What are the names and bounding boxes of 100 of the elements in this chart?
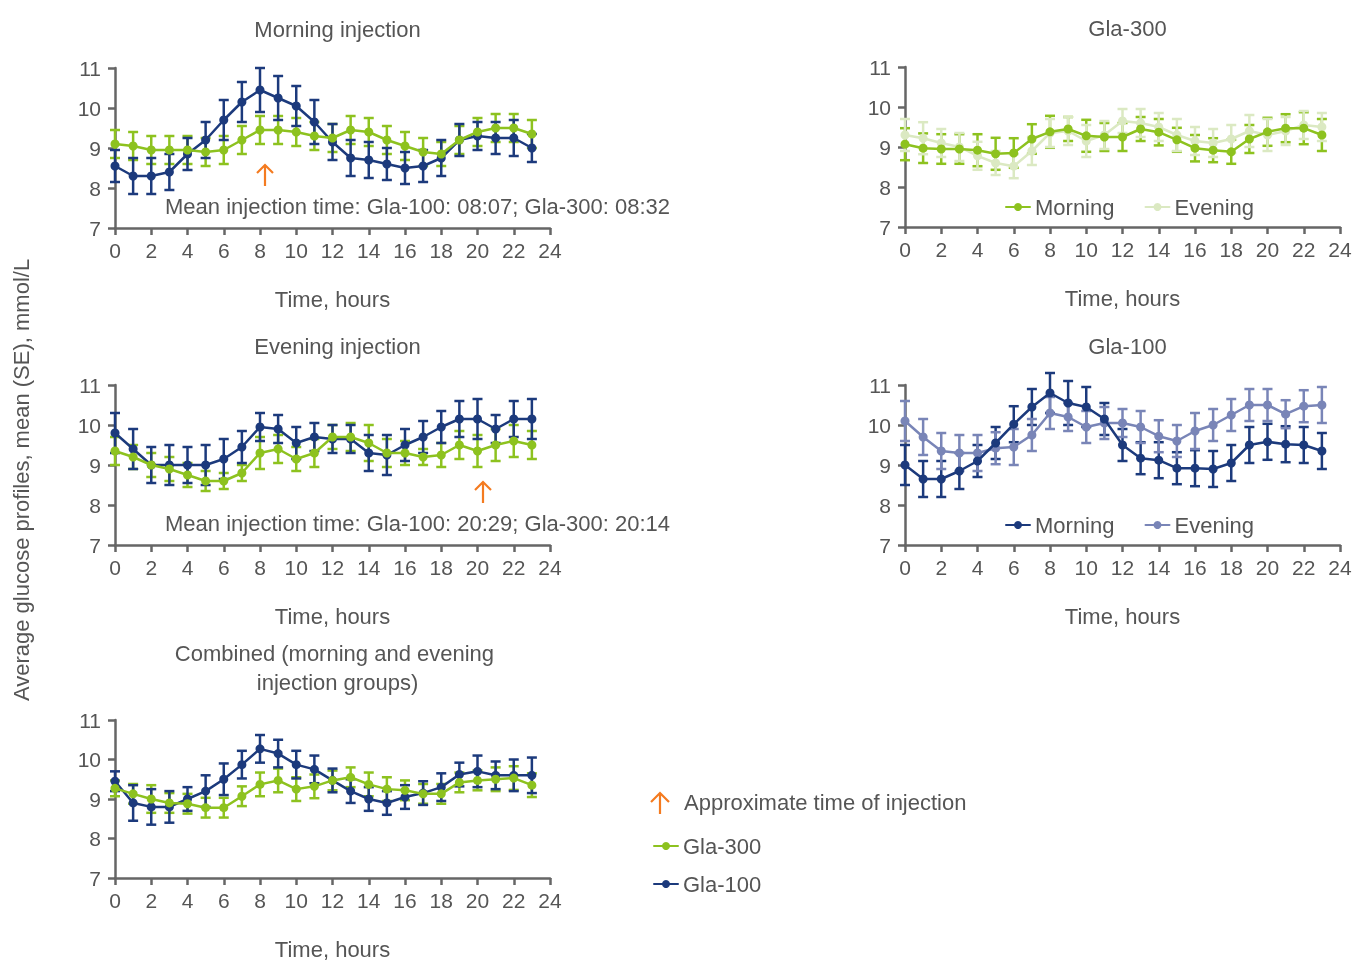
x-tick-label: 18 xyxy=(429,239,453,262)
x-tick-label: 22 xyxy=(1292,556,1316,579)
y-tick-label: 11 xyxy=(79,708,101,732)
x-tick-label: 10 xyxy=(1074,556,1098,579)
legend-label: Gla-100 xyxy=(683,871,762,897)
y-tick-label: 10 xyxy=(867,413,891,437)
x-tick-label: 0 xyxy=(899,556,911,579)
y-tick-label: 7 xyxy=(89,866,101,890)
x-axis-title: Time, hours xyxy=(274,603,391,629)
x-tick-label: 4 xyxy=(181,889,194,912)
x-tick-label: 8 xyxy=(1044,556,1056,579)
x-tick-label: 22 xyxy=(1292,238,1316,261)
x-tick-label: 20 xyxy=(465,556,490,579)
x-tick-label: 0 xyxy=(109,889,121,912)
x-axis-title: Time, hours xyxy=(274,286,391,312)
x-tick-label: 12 xyxy=(320,239,345,262)
x-tick-label: 4 xyxy=(971,556,984,579)
x-tick-label: 10 xyxy=(284,889,308,912)
x-tick-label: 4 xyxy=(181,239,194,262)
x-axis-title: Time, hours xyxy=(274,936,391,961)
y-tick-label: 9 xyxy=(89,136,101,160)
y-tick-label: 11 xyxy=(79,373,101,397)
x-tick-label: 8 xyxy=(1044,238,1056,261)
x-tick-label: 18 xyxy=(1219,556,1243,579)
x-tick-label: 4 xyxy=(971,238,984,261)
annotation: Mean injection time: Gla-100: 08:07; Gla-300: 08:32 xyxy=(165,193,671,219)
legend-label: Evening xyxy=(1174,512,1254,538)
chart-title: Combined (morning and evening injection groups) xyxy=(174,641,501,695)
x-tick-label: 12 xyxy=(1110,238,1135,261)
x-tick-label: 14 xyxy=(357,556,381,579)
y-tick-label: 9 xyxy=(879,453,891,477)
x-tick-label: 6 xyxy=(217,239,230,262)
legend-label: Morning xyxy=(1035,512,1115,538)
x-tick-label: 22 xyxy=(502,889,526,912)
x-tick-label: 6 xyxy=(217,556,230,579)
y-tick-label: 9 xyxy=(89,453,101,477)
x-tick-label: 12 xyxy=(320,556,345,579)
y-tick-label: 10 xyxy=(77,413,101,437)
y-tick-label: 10 xyxy=(77,96,101,120)
x-tick-label: 18 xyxy=(429,889,453,912)
legend-label: Gla-300 xyxy=(683,833,762,859)
x-tick-label: 24 xyxy=(1328,556,1352,579)
x-tick-label: 4 xyxy=(181,556,194,579)
x-tick-label: 0 xyxy=(109,556,121,579)
x-tick-label: 8 xyxy=(254,889,266,912)
y-tick-label: 7 xyxy=(89,533,101,557)
x-tick-label: 6 xyxy=(1007,238,1020,261)
y-axis-title: Average glucose profiles, mean (SE), mmol/L xyxy=(9,258,35,702)
y-tick-label: 8 xyxy=(879,175,891,199)
text: Approximate time of injection xyxy=(684,790,967,816)
x-tick-label: 14 xyxy=(1147,556,1171,579)
chart-title: Evening injection xyxy=(254,334,421,359)
x-tick-label: 2 xyxy=(145,239,158,262)
x-tick-label: 8 xyxy=(254,239,266,262)
x-tick-label: 14 xyxy=(357,889,381,912)
x-tick-label: 22 xyxy=(502,556,526,579)
y-tick-label: 11 xyxy=(869,55,891,79)
y-tick-label: 7 xyxy=(879,533,891,557)
x-tick-label: 2 xyxy=(935,238,948,261)
y-tick-label: 10 xyxy=(77,748,101,771)
y-tick-label: 8 xyxy=(89,176,101,200)
y-tick-label: 8 xyxy=(89,493,101,517)
x-tick-label: 0 xyxy=(109,239,121,262)
x-tick-label: 24 xyxy=(1328,238,1352,261)
x-tick-label: 6 xyxy=(1007,556,1020,579)
x-tick-label: 6 xyxy=(217,889,230,912)
y-tick-label: 9 xyxy=(89,787,101,811)
x-axis-title: Time, hours xyxy=(1064,603,1181,629)
legend-label: Evening xyxy=(1174,194,1254,220)
x-tick-label: 2 xyxy=(145,889,158,912)
x-tick-label: 0 xyxy=(899,238,911,261)
x-tick-label: 16 xyxy=(393,889,417,912)
x-tick-label: 18 xyxy=(1219,238,1243,261)
x-tick-label: 18 xyxy=(429,556,453,579)
x-tick-label: 16 xyxy=(1183,238,1207,261)
chart-title: Gla-100 xyxy=(1088,334,1167,359)
x-tick-label: 12 xyxy=(1110,556,1135,579)
x-tick-label: 2 xyxy=(145,556,158,579)
x-tick-label: 16 xyxy=(393,556,417,579)
x-tick-label: 20 xyxy=(1255,556,1280,579)
x-tick-label: 16 xyxy=(1183,556,1207,579)
x-tick-label: 8 xyxy=(254,556,266,579)
x-tick-label: 24 xyxy=(538,889,562,912)
y-tick-label: 7 xyxy=(879,215,891,239)
x-tick-label: 20 xyxy=(465,889,490,912)
chart-title: Morning injection xyxy=(254,17,421,42)
annotation: Mean injection time: Gla-100: 20:29; Gla-300: 20:14 xyxy=(165,510,671,536)
x-tick-label: 20 xyxy=(1255,238,1280,261)
y-tick-label: 7 xyxy=(89,216,101,240)
x-tick-label: 10 xyxy=(284,556,308,579)
y-tick-label: 11 xyxy=(869,373,891,397)
x-tick-label: 14 xyxy=(357,239,381,262)
x-tick-label: 16 xyxy=(393,239,417,262)
x-tick-label: 12 xyxy=(320,889,345,912)
y-tick-label: 8 xyxy=(89,827,101,850)
x-tick-label: 20 xyxy=(465,239,490,262)
x-axis-title: Time, hours xyxy=(1064,285,1181,311)
y-tick-label: 8 xyxy=(879,493,891,517)
y-tick-label: 10 xyxy=(867,95,891,119)
y-tick-label: 9 xyxy=(879,135,891,159)
